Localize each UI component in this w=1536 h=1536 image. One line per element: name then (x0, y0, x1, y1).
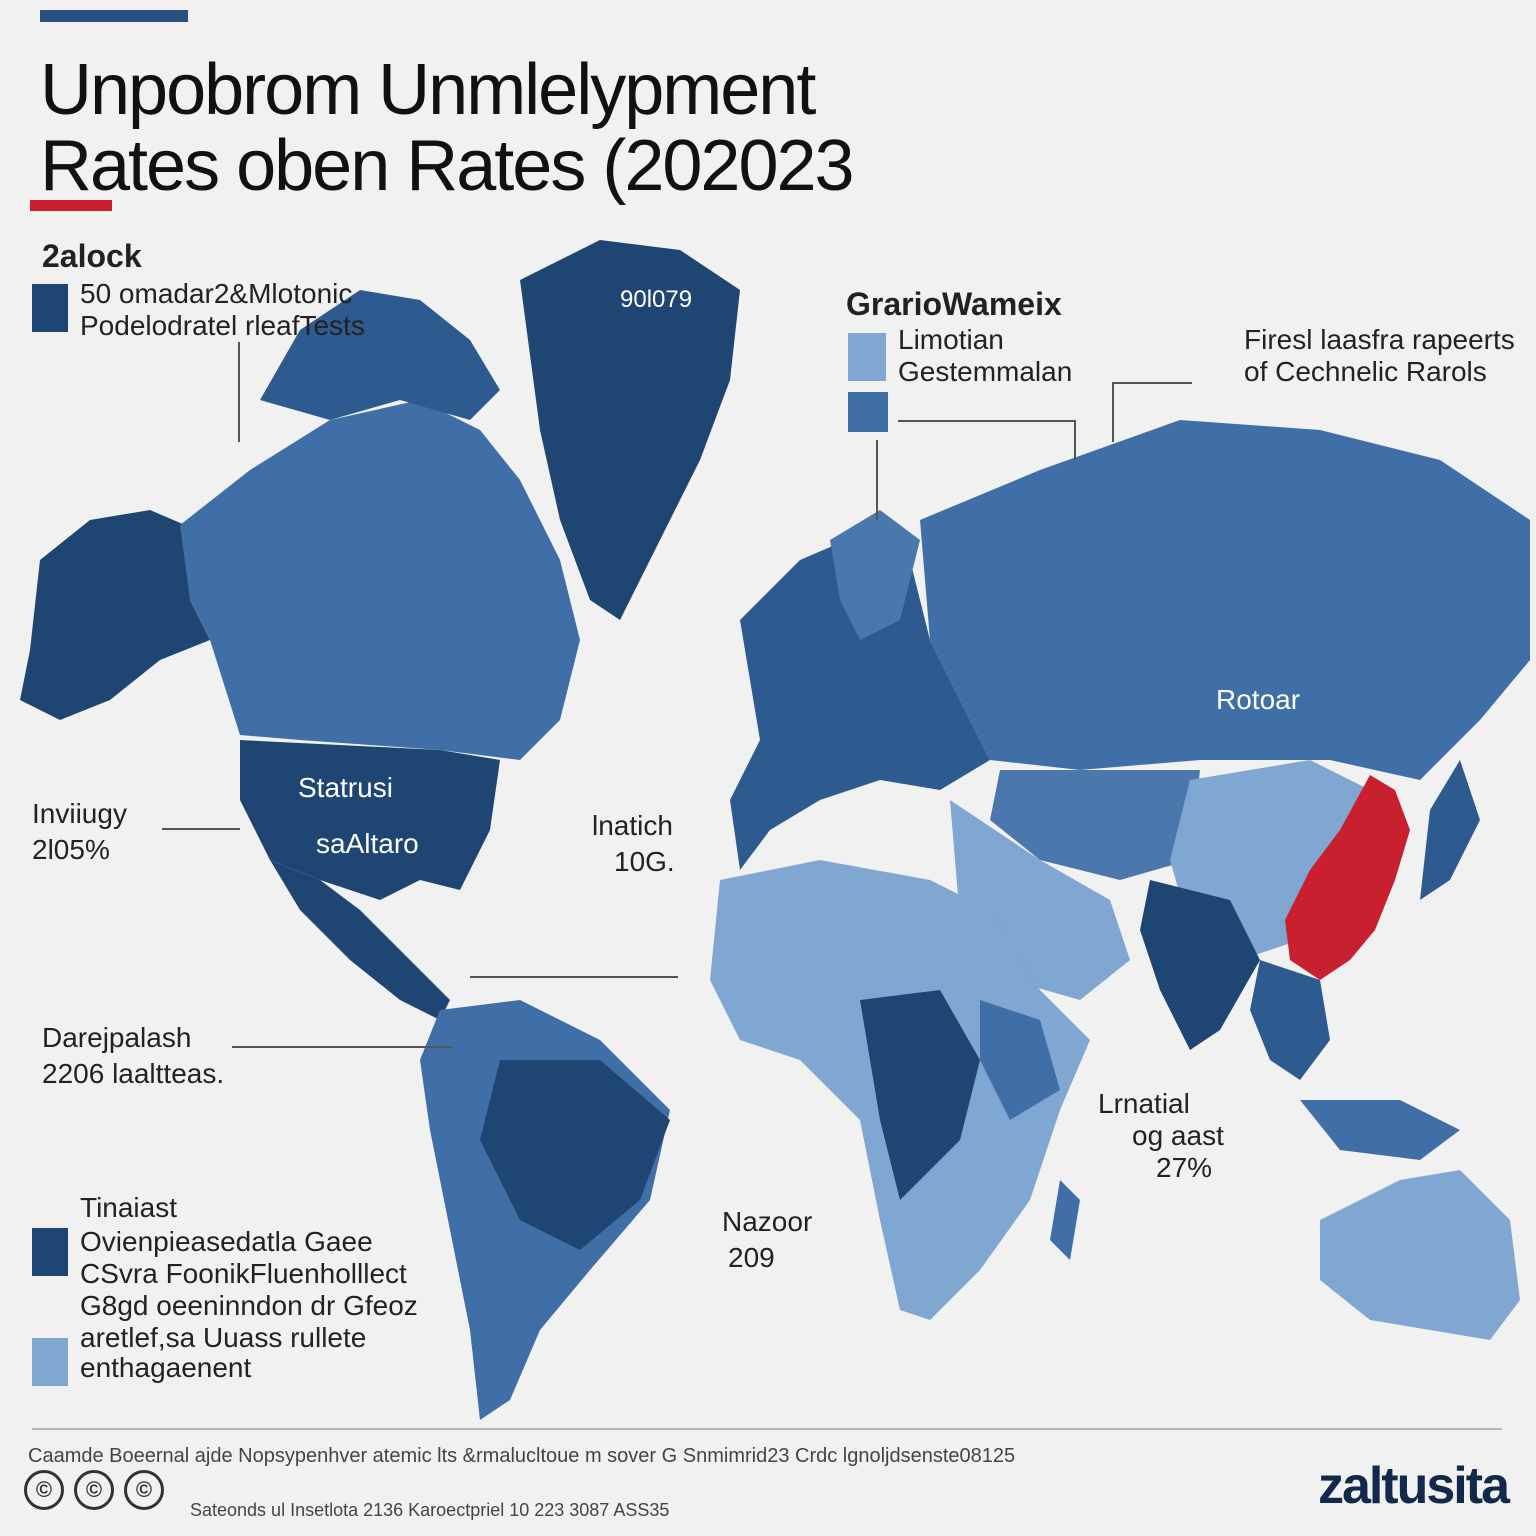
title-line-1: Unpobrom Unmlelypment (40, 50, 816, 130)
legend-left-line2: Podelodratel rleafTests (80, 310, 365, 341)
title-line-2: Rates oben Rates (202023 (40, 126, 855, 206)
brand-logo: zaltusita (1317, 1457, 1510, 1515)
region-highlight (1285, 775, 1410, 980)
legend-right-heading: GrarioWameix (846, 286, 1062, 322)
region-alaska (20, 510, 210, 720)
copyright-icon: © (24, 1470, 64, 1510)
legend-bottom-line5: enthagaenent (80, 1352, 252, 1383)
leader-line (1112, 382, 1192, 384)
legend-bottom-line1: Ovienpieasedatla Gaee (80, 1226, 373, 1257)
note-top-right-line2: of Cechnelic Rarols (1244, 356, 1487, 387)
footer-fineprint: Sateonds ul Insetlota 2136 Karoectpriel … (190, 1500, 670, 1520)
region-mexico (270, 860, 450, 1020)
region-greenland (520, 240, 740, 620)
callout-center-line1: lnatich (592, 810, 673, 841)
footer-source: Caamde Boeernal ajde Nopsypenhver atemic… (28, 1445, 1016, 1467)
map-label-russia: Rotoar (1216, 684, 1301, 715)
legend-left-swatch (32, 284, 68, 332)
region-canada (180, 400, 580, 760)
red-accent-bar (30, 200, 112, 211)
legend-left-line1: 50 omadar2&Mlotonic (80, 278, 353, 309)
map-label-greenland: 90l079 (620, 286, 693, 313)
region-brazil (480, 1060, 670, 1250)
leader-line (1074, 420, 1076, 460)
region-scandinavia (830, 510, 920, 640)
legend-bottom-line2: CSvra FoonikFluenholllect (80, 1258, 407, 1289)
legend-bottom-swatch-2 (32, 1338, 68, 1386)
region-central-asia (990, 770, 1200, 880)
region-arctic-islands (260, 290, 500, 420)
legend-bottom-heading: Tinaiast (80, 1192, 178, 1223)
leader-line (876, 440, 878, 520)
callout-left-line2: 2l05% (32, 834, 110, 865)
region-australia (1320, 1170, 1520, 1340)
callout-africa-line1: Nazoor (722, 1206, 813, 1237)
page-title: Unpobrom Unmlelypment Rates oben Rates (… (40, 50, 855, 206)
leader-line (898, 420, 1076, 422)
callout-sea-line3: 27% (1156, 1152, 1213, 1183)
callout-sea-line2: og aast (1132, 1120, 1224, 1151)
footer-divider (32, 1428, 1502, 1430)
map-label-usa-line1: Statrusi (298, 772, 393, 803)
legend-bottom-line3: G8gd oeeninndon dr Gfeoz (80, 1290, 418, 1321)
region-east-africa (980, 1000, 1060, 1120)
region-usa (240, 740, 500, 900)
copyright-icon: © (124, 1470, 164, 1510)
callout-sa-line1: Darejpalash (42, 1022, 192, 1053)
callout-sa-line2: 2206 laaltteas. (42, 1058, 225, 1089)
region-japan (1420, 760, 1480, 900)
leader-line (238, 342, 240, 442)
legend-left-heading: 2alock (42, 238, 142, 274)
legend-right-line1: Limotian (898, 324, 1004, 355)
legend-bottom-swatch-1 (32, 1228, 68, 1276)
leader-line (1112, 382, 1114, 442)
leader-line (162, 828, 240, 830)
region-europe (730, 530, 990, 870)
note-top-right-line1: Firesl laasfra rapeerts (1244, 324, 1515, 355)
region-se-asia (1250, 960, 1330, 1080)
region-russia (920, 420, 1530, 780)
callout-africa-line2: 209 (728, 1242, 775, 1273)
leader-line (470, 976, 678, 978)
copyright-icon: © (74, 1470, 114, 1510)
leader-line (232, 1046, 452, 1048)
region-madagascar (1050, 1180, 1080, 1260)
region-indonesia (1300, 1100, 1460, 1160)
callout-center-line2: 10G. (614, 846, 675, 877)
legend-bottom-line4: aretlef,sa Uuass rullete (80, 1322, 367, 1353)
region-india (1140, 880, 1260, 1050)
region-central-africa (860, 990, 980, 1200)
legend-right-swatch-1 (848, 333, 886, 381)
legend-right-line2: Gestemmalan (898, 356, 1073, 387)
callout-sea-line1: Lrnatial (1098, 1088, 1190, 1119)
map-label-usa-line2: saAltaro (316, 828, 419, 859)
top-accent-bar (40, 10, 188, 22)
callout-left-line1: Inviiugy (32, 798, 127, 829)
legend-right-swatch-2 (848, 392, 888, 432)
